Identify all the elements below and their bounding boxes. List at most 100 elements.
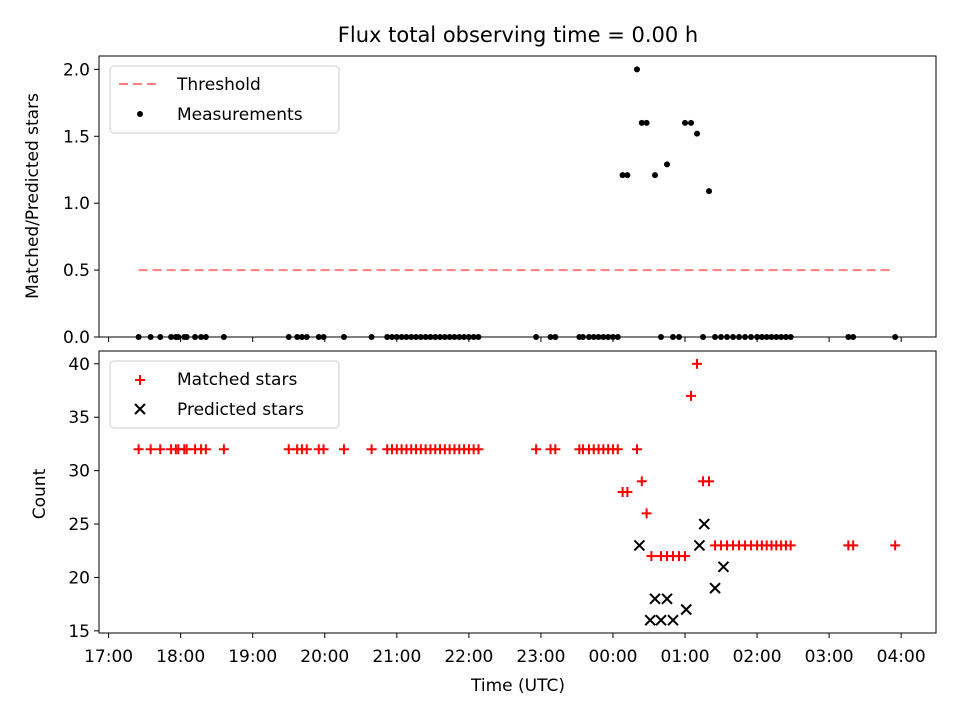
bottom-axes-frame	[98, 350, 937, 634]
predicted-x-b	[693, 539, 706, 552]
matched-star-point	[704, 476, 715, 487]
predicted-star-point	[655, 614, 667, 626]
predicted-x-b	[698, 518, 710, 530]
measurement-point	[651, 172, 658, 179]
matched-star-point	[631, 444, 642, 455]
legend-measurements-swatch	[137, 111, 143, 117]
bottom-x-tick-label: 23:00	[516, 647, 565, 667]
matched-star-point	[636, 476, 647, 487]
top-axes-frame	[98, 55, 937, 338]
predicted-star-point	[644, 614, 656, 626]
bottom-y-tick-label: 25	[68, 515, 90, 535]
legend-measurements-label: Measurements	[177, 105, 303, 125]
bottom-y-tick-label: 40	[68, 355, 90, 375]
matched-star-point	[301, 444, 312, 455]
measurement-point	[688, 119, 695, 126]
bottom-x-tick-label: 04:00	[877, 647, 926, 667]
top-plot: 0.0 0.5 1.0 1.5 2.0 Threshold Measurements	[63, 55, 937, 348]
top-legend: Threshold Measurements	[109, 65, 340, 134]
matched-star-point	[181, 444, 192, 455]
predicted-star-point	[661, 593, 673, 605]
matched-star-point	[692, 358, 703, 369]
bottom-legend: Matched stars Predicted stars	[109, 360, 340, 429]
bottom-x-tick-label: 20:00	[300, 647, 349, 667]
predicted-star-point	[667, 614, 679, 626]
top-y-tick-label: 0.5	[63, 261, 90, 281]
measurement-point	[638, 119, 645, 126]
predicted-x-b	[644, 614, 656, 626]
legend-predicted-label: Predicted stars	[177, 400, 304, 420]
top-y-tick-label: 0.0	[63, 328, 90, 348]
matched-star-point	[890, 540, 901, 551]
matched-star-point	[318, 444, 329, 455]
bottom-y-tick-label: 15	[68, 622, 90, 642]
matched-star-point	[785, 540, 796, 551]
predicted-star-point	[698, 518, 710, 530]
predicted-x-b	[709, 582, 721, 594]
matched-star-point	[283, 444, 294, 455]
matched-star-point	[338, 444, 349, 455]
predicted-star-point	[709, 582, 721, 594]
matched-star-point	[686, 390, 697, 401]
predicted-x-b	[633, 539, 646, 552]
predicted-x-b	[717, 561, 730, 573]
bottom-y-tick-label: 35	[68, 408, 90, 428]
measurement-point	[664, 161, 671, 168]
predicted-star-point	[649, 593, 661, 605]
bottom-x-tick-label: 00:00	[588, 647, 637, 667]
predicted-star-point	[693, 539, 706, 552]
top-y-axis-label: Matched/Predicted stars	[23, 93, 43, 299]
bottom-y-axis-label: Count	[30, 468, 50, 519]
bottom-x-tick-label: 22:00	[444, 647, 493, 667]
bottom-x-tick-label: 17:00	[84, 647, 133, 667]
legend-matched-label: Matched stars	[177, 370, 297, 390]
matched-star-point	[612, 444, 623, 455]
measurement-point	[706, 188, 713, 195]
matched-star-point	[218, 444, 229, 455]
top-y-tick-label: 1.5	[63, 127, 90, 147]
measurement-point	[694, 130, 701, 137]
measurement-point	[643, 119, 650, 126]
matched-star-point	[145, 444, 156, 455]
predicted-star-point	[680, 603, 692, 616]
bottom-x-tick-label: 01:00	[661, 647, 710, 667]
predicted-star-point	[633, 539, 646, 552]
predicted-star-point	[717, 561, 730, 573]
matched-star-point	[200, 444, 211, 455]
measurement-point	[624, 172, 631, 179]
x-axis-label: Time (UTC)	[470, 676, 565, 696]
matched-star-point	[641, 508, 652, 519]
bottom-y-tick-label: 20	[68, 568, 90, 588]
matched-star-point	[531, 444, 542, 455]
legend-predicted-swatch-b	[134, 403, 146, 415]
predicted-x-b	[655, 614, 667, 626]
predicted-x-b	[680, 603, 692, 616]
measurement-point	[619, 172, 626, 179]
bottom-y-tick-label: 30	[68, 462, 90, 482]
bottom-x-tick-label: 18:00	[156, 647, 205, 667]
bottom-x-tick-label: 02:00	[733, 647, 782, 667]
top-y-tick-label: 1.0	[63, 194, 90, 214]
matched-star-point	[622, 487, 633, 497]
matched-star-point	[680, 551, 691, 562]
bottom-legend-box	[109, 360, 340, 429]
matched-star-point	[366, 444, 377, 455]
matched-star-point	[473, 444, 484, 455]
measurement-point	[633, 66, 640, 73]
predicted-x-b	[661, 593, 673, 605]
matched-star-point	[646, 551, 657, 562]
top-legend-box	[109, 65, 340, 134]
predicted-x-b	[649, 593, 661, 605]
matched-star-point	[155, 444, 166, 455]
bottom-x-tick-label: 21:00	[372, 647, 421, 667]
bottom-x-tick-label: 19:00	[228, 647, 277, 667]
legend-threshold-label: Threshold	[176, 75, 261, 95]
top-chart-title: Flux total observing time = 0.00 h	[338, 23, 698, 47]
measurement-point	[682, 119, 689, 126]
matched-star-point	[848, 540, 859, 551]
matched-star-point	[550, 444, 561, 455]
predicted-x-b	[667, 614, 679, 626]
matched-star-point	[133, 444, 144, 455]
bottom-x-tick-label: 03:00	[805, 647, 854, 667]
